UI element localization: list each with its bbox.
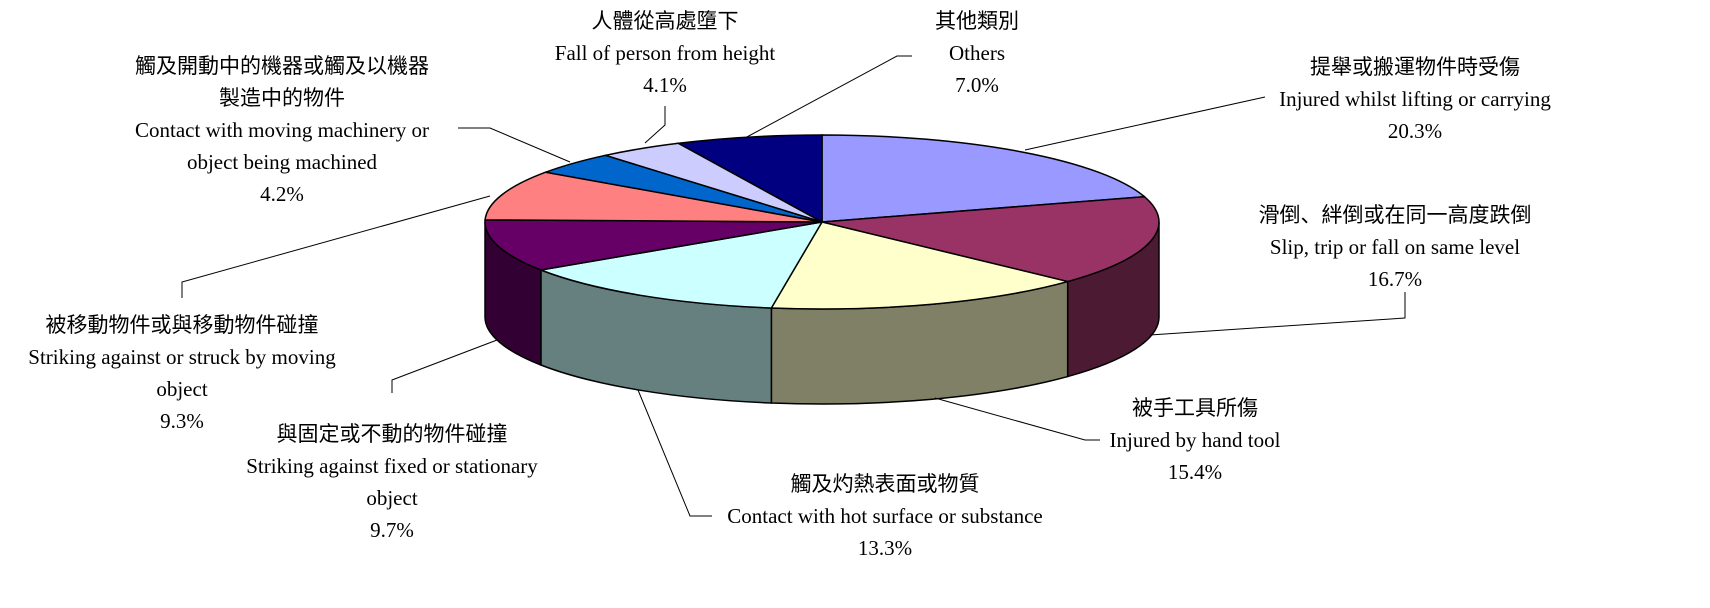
leader-line xyxy=(744,55,912,139)
label-zh: 觸及開動中的機器或觸及以機器 製造中的物件 xyxy=(135,54,429,110)
label-en: Striking against fixed or stationary obj… xyxy=(246,454,538,510)
leader-line xyxy=(1024,96,1266,151)
slice xyxy=(770,221,1071,310)
label-zh: 人體從高處墮下 xyxy=(591,9,739,33)
leader-line xyxy=(934,397,1100,441)
label-en: Fall of person from height xyxy=(554,41,776,65)
leader-line xyxy=(644,106,666,144)
slice-label: 滑倒、絆倒或在同一高度跌倒 Slip, trip or fall on same … xyxy=(1135,199,1655,295)
value-label: 4.2% xyxy=(260,182,304,206)
value-label: 13.3% xyxy=(857,536,913,560)
label-zh: 其他類別 xyxy=(935,9,1019,33)
slice xyxy=(821,195,1160,283)
label-zh: 觸及灼熱表面或物質 xyxy=(790,472,980,496)
label-zh: 提舉或搬運物件時受傷 xyxy=(1310,55,1520,79)
value-label: 7.0% xyxy=(955,73,999,97)
value-label: 20.3% xyxy=(1387,119,1443,143)
slice-label: 觸及灼熱表面或物質 Contact with hot surface or sub… xyxy=(625,468,1145,564)
slice-label: 提舉或搬運物件時受傷 Injured whilst lifting or carr… xyxy=(1155,51,1675,147)
value-label: 15.4% xyxy=(1167,460,1223,484)
label-en: Injured whilst lifting or carrying xyxy=(1279,87,1551,111)
slice xyxy=(676,134,823,224)
value-label: 9.7% xyxy=(370,518,414,542)
value-label: 16.7% xyxy=(1367,267,1423,291)
label-en: Injured by hand tool xyxy=(1109,428,1281,452)
slice xyxy=(538,220,824,309)
slice-label: 觸及開動中的機器或觸及以機器 製造中的物件 Contact with moving… xyxy=(22,50,542,210)
slice xyxy=(821,134,1147,223)
slice xyxy=(484,219,823,271)
slice-label: 人體從高處墮下 Fall of person from height 4.1% xyxy=(405,5,925,101)
label-en: Others xyxy=(949,41,1005,65)
slice-label: 其他類別 Others 7.0% xyxy=(717,5,1237,101)
label-en: Slip, trip or fall on same level xyxy=(1269,235,1521,259)
leader-line xyxy=(181,195,491,298)
label-en: Contact with moving machinery or object … xyxy=(135,118,429,174)
value-label: 9.3% xyxy=(160,409,204,433)
label-en: Contact with hot surface or substance xyxy=(727,504,1043,528)
slice-label: 被手工具所傷 Injured by hand tool 15.4% xyxy=(935,392,1455,488)
slice-label: 與固定或不動的物件碰撞 Striking against fixed or sta… xyxy=(132,418,652,546)
slice xyxy=(484,171,823,223)
slice-label: 被移動物件或與移動物件碰撞 Striking against or struck … xyxy=(0,309,442,437)
value-label: 4.1% xyxy=(643,73,687,97)
leader-line xyxy=(1149,292,1406,336)
label-zh: 與固定或不動的物件碰撞 xyxy=(276,422,508,446)
label-zh: 被移動物件或與移動物件碰撞 xyxy=(45,313,319,337)
label-zh: 被手工具所傷 xyxy=(1132,396,1258,420)
label-en: Striking against or struck by moving obj… xyxy=(28,345,336,401)
label-zh: 滑倒、絆倒或在同一高度跌倒 xyxy=(1258,203,1532,227)
leader-line xyxy=(637,389,712,517)
leader-line xyxy=(391,339,498,393)
leader-line xyxy=(458,127,571,163)
